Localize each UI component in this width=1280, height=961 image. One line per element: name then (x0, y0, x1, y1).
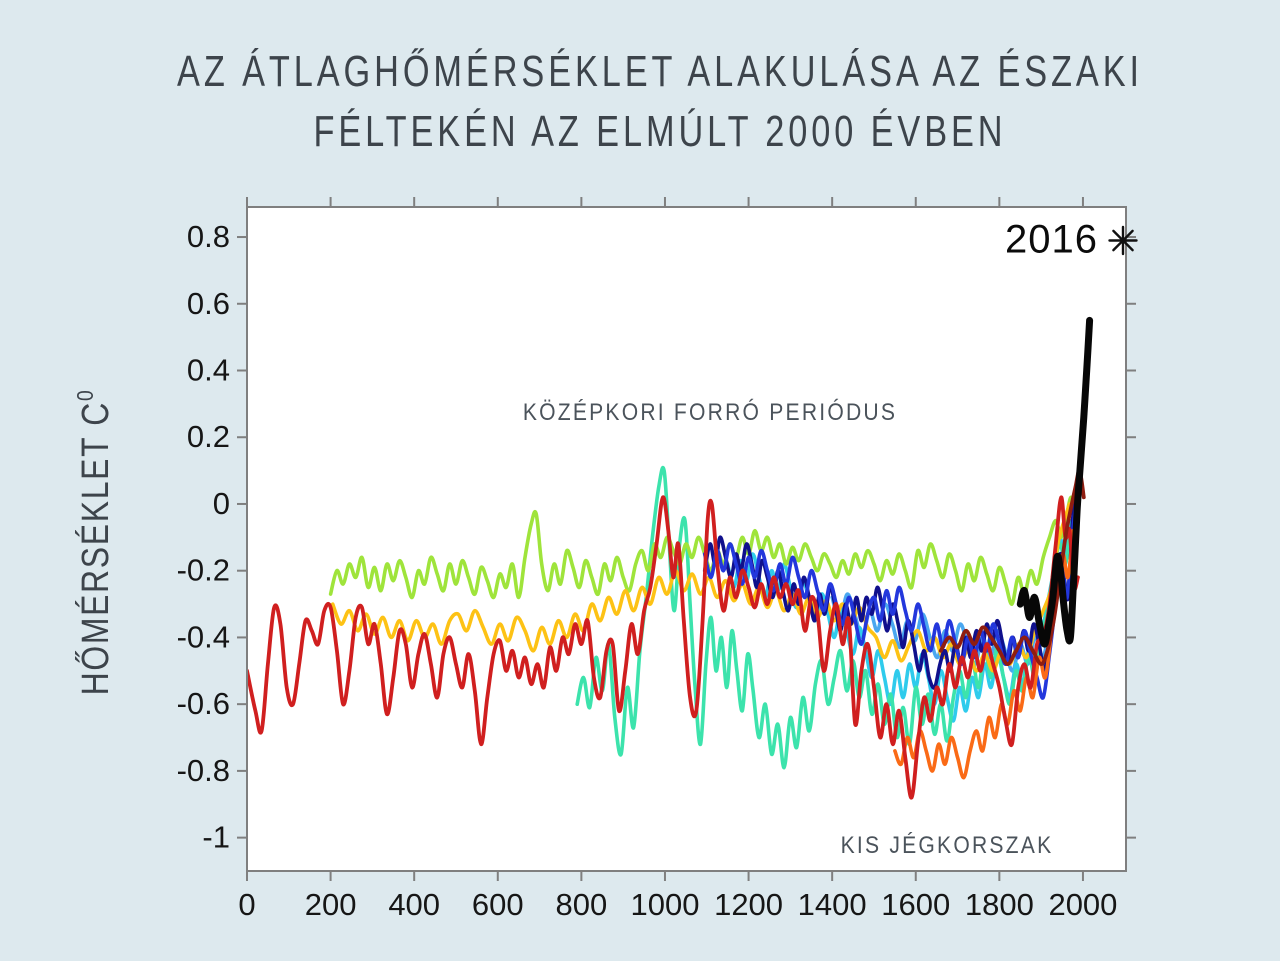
svg-text:0.4: 0.4 (187, 352, 230, 387)
svg-text:0.8: 0.8 (187, 219, 230, 254)
svg-text:-0.8: -0.8 (177, 753, 230, 788)
svg-text:0.2: 0.2 (187, 419, 230, 454)
asterisk-icon (1108, 225, 1138, 255)
svg-text:-0.4: -0.4 (177, 619, 230, 654)
label-2016: 2016 (1005, 218, 1138, 263)
chart-title-line1: AZ ÁTLAGHŐMÉRSÉKLET ALAKULÁSA AZ ÉSZAKI (177, 47, 1143, 96)
svg-text:800: 800 (556, 887, 608, 922)
svg-text:400: 400 (388, 887, 440, 922)
svg-text:1000: 1000 (630, 887, 699, 922)
svg-text:1800: 1800 (965, 887, 1034, 922)
chart-title: AZ ÁTLAGHŐMÉRSÉKLET ALAKULÁSA AZ ÉSZAKI … (20, 42, 1280, 162)
y-axis-title-superscript: 0 (72, 388, 98, 402)
svg-text:-1: -1 (202, 820, 230, 855)
chart-title-line2: FÉLTEKÉN AZ ELMÚLT 2000 ÉVBEN (313, 107, 1007, 156)
y-axis-title-text: HŐMÉRSÉKLET C (75, 401, 117, 696)
svg-text:-0.6: -0.6 (177, 686, 230, 721)
svg-text:0: 0 (213, 486, 230, 521)
svg-text:-0.2: -0.2 (177, 553, 230, 588)
label-2016-text: 2016 (1005, 217, 1098, 262)
svg-text:1600: 1600 (881, 887, 950, 922)
svg-text:1200: 1200 (714, 887, 783, 922)
svg-text:600: 600 (472, 887, 524, 922)
svg-text:0.6: 0.6 (187, 286, 230, 321)
svg-text:0: 0 (238, 887, 255, 922)
svg-text:200: 200 (305, 887, 357, 922)
y-axis-title: HŐMÉRSÉKLET C0 (72, 389, 118, 696)
annotation-little-ice-age: KIS JÉGKORSZAK (840, 832, 1054, 859)
annotation-medieval-warm-period: KÖZÉPKORI FORRÓ PERIÓDUS (522, 399, 898, 426)
svg-text:1400: 1400 (798, 887, 867, 922)
svg-text:2000: 2000 (1048, 887, 1117, 922)
